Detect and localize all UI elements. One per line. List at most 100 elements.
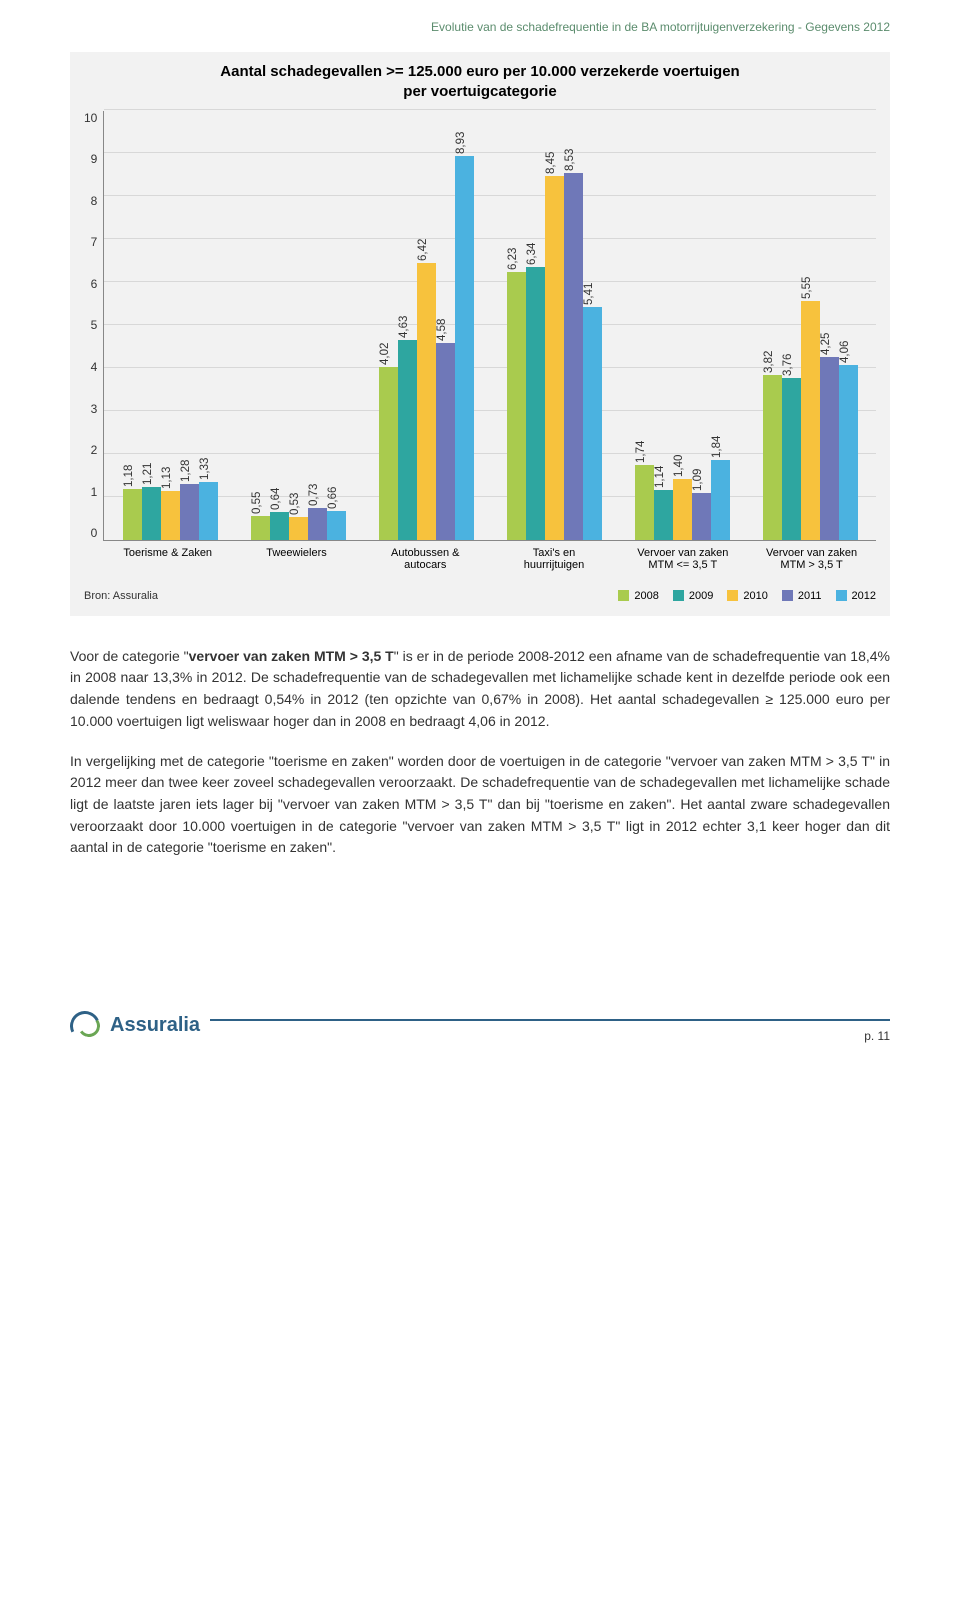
bar-value-label: 1,40 xyxy=(673,455,685,479)
bar: 4,06 xyxy=(839,365,858,540)
bar-value-label: 1,84 xyxy=(711,436,723,460)
bar: 5,55 xyxy=(801,301,820,540)
bar: 1,09 xyxy=(692,493,711,540)
legend-item: 2009 xyxy=(673,590,713,602)
bar-group: 1,181,211,131,281,33 xyxy=(120,482,220,539)
bar: 0,53 xyxy=(289,517,308,540)
bar: 4,02 xyxy=(379,367,398,540)
bar: 1,33 xyxy=(199,482,218,539)
legend-item: 2011 xyxy=(782,590,822,602)
bar: 6,23 xyxy=(507,272,526,540)
chart-title: Aantal schadegevallen >= 125.000 euro pe… xyxy=(84,62,876,103)
y-tick-label: 1 xyxy=(91,485,98,499)
bar-value-label: 1,14 xyxy=(654,466,666,490)
bar-group: 6,236,348,458,535,41 xyxy=(504,173,604,540)
grid-line xyxy=(104,195,876,196)
chart-legend: 2008 2009 2010 2011 2012 xyxy=(618,590,876,602)
bar-value-label: 1,33 xyxy=(199,458,211,482)
bar-value-label: 6,34 xyxy=(526,243,538,267)
bar: 4,58 xyxy=(436,343,455,540)
bar: 1,21 xyxy=(142,487,161,539)
bar: 1,28 xyxy=(180,484,199,539)
legend-swatch xyxy=(618,590,629,601)
p1-text-a: Voor de categorie " xyxy=(70,648,189,664)
y-tick-label: 5 xyxy=(91,318,98,332)
bar-value-label: 1,28 xyxy=(180,460,192,484)
legend-row: Bron: Assuralia 2008 2009 2010 2011 2012 xyxy=(84,590,876,602)
bar-value-label: 3,82 xyxy=(763,351,775,375)
page-footer: Assuralia p. 11 xyxy=(70,1019,890,1043)
bar-value-label: 5,41 xyxy=(583,282,595,306)
chart-title-line2: per voertuigcategorie xyxy=(403,83,556,100)
bar-value-label: 0,55 xyxy=(251,491,263,515)
bar: 1,40 xyxy=(673,479,692,539)
bar-value-label: 6,23 xyxy=(507,247,519,271)
y-tick-label: 0 xyxy=(91,526,98,540)
legend-label: 2012 xyxy=(852,590,876,602)
bar-value-label: 8,45 xyxy=(545,152,557,176)
bar-value-label: 1,74 xyxy=(635,440,647,464)
legend-swatch xyxy=(673,590,684,601)
x-tick-label: Vervoer van zaken MTM > 3,5 T xyxy=(762,547,862,572)
x-tick-label: Vervoer van zaken MTM <= 3,5 T xyxy=(633,547,733,572)
bar: 1,14 xyxy=(654,490,673,539)
chart-source: Bron: Assuralia xyxy=(84,590,158,602)
bar-value-label: 0,66 xyxy=(327,487,339,511)
y-tick-label: 8 xyxy=(91,194,98,208)
bar-group: 0,550,640,530,730,66 xyxy=(248,508,348,539)
bar: 1,13 xyxy=(161,491,180,540)
bar-value-label: 1,21 xyxy=(142,463,154,487)
bar: 0,66 xyxy=(327,511,346,539)
bar-value-label: 0,53 xyxy=(289,492,301,516)
bar: 6,34 xyxy=(526,267,545,540)
y-tick-label: 2 xyxy=(91,443,98,457)
legend-swatch xyxy=(836,590,847,601)
bar: 4,63 xyxy=(398,340,417,539)
bar: 1,18 xyxy=(123,489,142,540)
p1-bold: vervoer van zaken MTM > 3,5 T xyxy=(189,648,394,664)
body-paragraph-1: Voor de categorie "vervoer van zaken MTM… xyxy=(70,646,890,733)
legend-item: 2008 xyxy=(618,590,658,602)
bar-value-label: 8,53 xyxy=(564,148,576,172)
body-paragraph-2: In vergelijking met de categorie "toeris… xyxy=(70,751,890,859)
bar: 0,64 xyxy=(270,512,289,540)
legend-item: 2010 xyxy=(727,590,767,602)
y-tick-label: 4 xyxy=(91,360,98,374)
chart-panel: Aantal schadegevallen >= 125.000 euro pe… xyxy=(70,52,890,616)
bar: 8,45 xyxy=(545,176,564,539)
bar: 8,93 xyxy=(455,156,474,540)
legend-label: 2009 xyxy=(689,590,713,602)
grid-line xyxy=(104,281,876,282)
grid-line xyxy=(104,152,876,153)
logo-text: Assuralia xyxy=(110,1014,200,1037)
bar-value-label: 5,55 xyxy=(801,276,813,300)
bar: 8,53 xyxy=(564,173,583,540)
legend-label: 2010 xyxy=(743,590,767,602)
y-tick-label: 3 xyxy=(91,402,98,416)
bar-group: 1,741,141,401,091,84 xyxy=(632,460,732,539)
bar-value-label: 4,02 xyxy=(379,342,391,366)
bar-value-label: 1,13 xyxy=(161,467,173,491)
y-tick-label: 10 xyxy=(84,111,97,125)
document-header: Evolutie van de schadefrequentie in de B… xyxy=(70,20,890,34)
bar-value-label: 4,63 xyxy=(398,316,410,340)
y-tick-label: 6 xyxy=(91,277,98,291)
legend-label: 2008 xyxy=(634,590,658,602)
y-axis: 109876543210 xyxy=(84,111,103,541)
bar-group: 3,823,765,554,254,06 xyxy=(760,301,860,540)
bar-group: 4,024,636,424,588,93 xyxy=(376,156,476,540)
bar: 3,82 xyxy=(763,375,782,539)
legend-item: 2012 xyxy=(836,590,876,602)
bar-value-label: 4,58 xyxy=(436,318,448,342)
chart-area: 109876543210 1,181,211,131,281,330,550,6… xyxy=(84,111,876,572)
bar-value-label: 0,64 xyxy=(270,488,282,512)
grid-line xyxy=(104,109,876,110)
bar: 1,74 xyxy=(635,465,654,540)
page: Evolutie van de schadefrequentie in de B… xyxy=(0,0,960,1083)
bar: 0,73 xyxy=(308,508,327,539)
bar: 5,41 xyxy=(583,307,602,540)
chart-title-line1: Aantal schadegevallen >= 125.000 euro pe… xyxy=(220,63,739,80)
x-tick-label: Autobussen & autocars xyxy=(375,547,475,572)
x-tick-label: Toerisme & Zaken xyxy=(118,547,218,572)
x-tick-label: Tweewielers xyxy=(247,547,347,572)
